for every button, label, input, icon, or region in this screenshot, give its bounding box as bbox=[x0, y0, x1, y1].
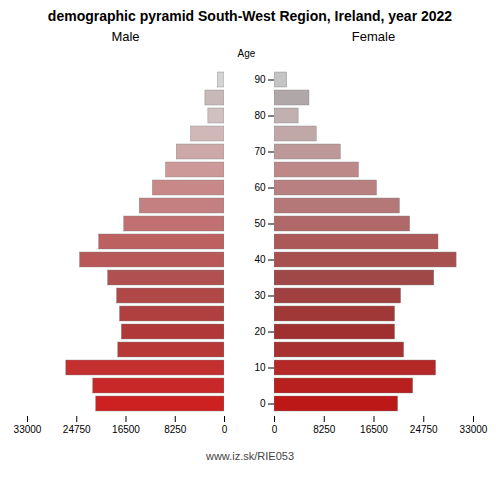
svg-text:30: 30 bbox=[254, 290, 266, 301]
svg-text:40: 40 bbox=[254, 254, 266, 265]
svg-text:10: 10 bbox=[254, 362, 266, 373]
svg-text:33000: 33000 bbox=[460, 424, 488, 435]
html-text:Male: Male bbox=[111, 29, 140, 44]
svg-text:0: 0 bbox=[260, 398, 266, 409]
svg-text:8250: 8250 bbox=[313, 424, 336, 435]
svg-text:33000: 33000 bbox=[14, 424, 42, 435]
html-text:demographic pyramid South-West: demographic pyramid South-West Region, I… bbox=[47, 8, 453, 24]
html-text:www.iz.sk/RIE053: www.iz.sk/RIE053 bbox=[206, 450, 294, 462]
svg-text:16500: 16500 bbox=[360, 424, 388, 435]
svg-text:90: 90 bbox=[254, 74, 266, 85]
svg-text:70: 70 bbox=[254, 146, 266, 157]
svg-text:0: 0 bbox=[222, 424, 228, 435]
svg-text:20: 20 bbox=[254, 326, 266, 337]
html-text:Female: Female bbox=[351, 29, 396, 44]
svg-text:0: 0 bbox=[272, 424, 278, 435]
svg-text:16500: 16500 bbox=[112, 424, 140, 435]
svg-text:24750: 24750 bbox=[410, 424, 438, 435]
svg-text:Age: Age bbox=[238, 48, 256, 59]
svg-text:24750: 24750 bbox=[63, 424, 91, 435]
svg-text:50: 50 bbox=[254, 218, 266, 229]
svg-text:60: 60 bbox=[254, 182, 266, 193]
svg-text:80: 80 bbox=[254, 110, 266, 121]
svg-text:8250: 8250 bbox=[164, 424, 187, 435]
